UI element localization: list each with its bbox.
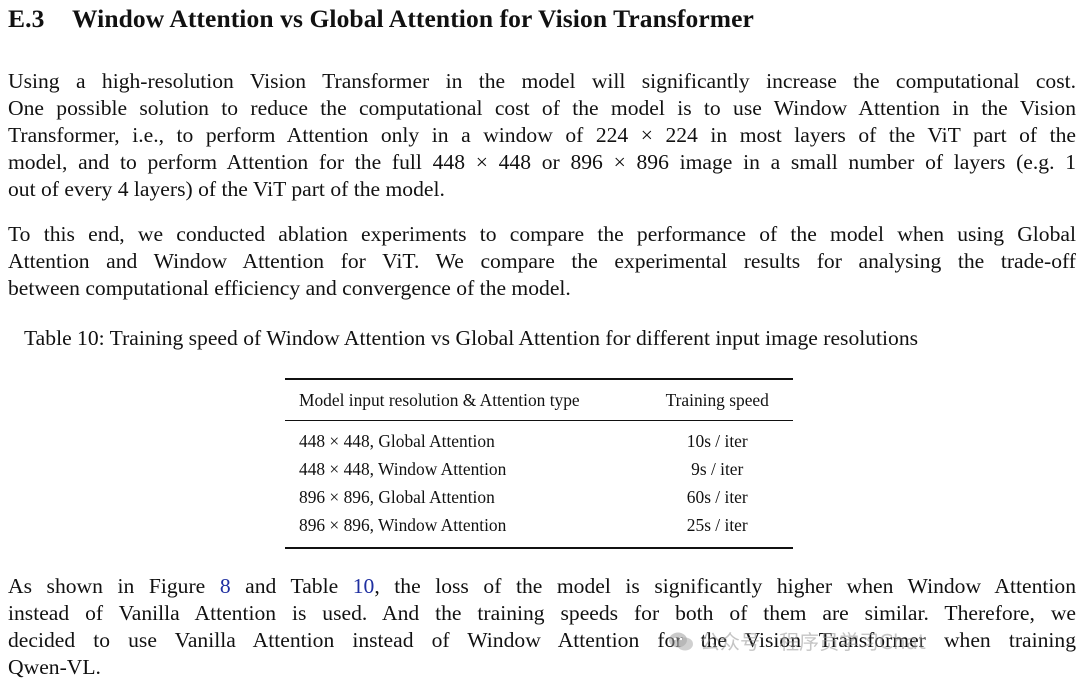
table-cell: 25s / iter (686, 514, 748, 535)
table-cell: 448 × 448, Window Attention (299, 458, 507, 479)
paragraph-line: Transformer, i.e., to perform Attention … (8, 123, 1076, 147)
table-header-speed: Training speed (665, 389, 769, 410)
text-run: , the loss of the model is significantly… (374, 574, 1076, 598)
table-row: 448 × 448, Global Attention 10s / iter (285, 420, 793, 456)
table-row: 896 × 896, Window Attention 25s / iter (285, 511, 793, 548)
section-number: E.3 (8, 4, 45, 33)
section-title: Window Attention vs Global Attention for… (72, 4, 754, 33)
paragraph-line: decided to use Vanilla Attention instead… (8, 628, 1076, 652)
results-table: Model input resolution & Attention type … (285, 378, 793, 549)
figure-ref-link[interactable]: 8 (219, 574, 231, 598)
table-ref-link[interactable]: 10 (352, 574, 375, 598)
paragraph-line: As shown in Figure 8 and Table 10, the l… (8, 573, 1076, 600)
table-cell: 60s / iter (686, 486, 748, 507)
paragraph-line: Using a high-resolution Vision Transform… (8, 69, 1076, 93)
table-cell: 896 × 896, Window Attention (299, 514, 507, 535)
table-row: 448 × 448, Window Attention 9s / iter (285, 455, 793, 483)
paragraph-line: One possible solution to reduce the comp… (8, 96, 1076, 120)
paragraph-line: between computational efficiency and con… (8, 276, 571, 300)
paragraph-line: model, and to perform Attention for the … (8, 150, 1076, 174)
table-row: 896 × 896, Global Attention 60s / iter (285, 483, 793, 511)
paragraph-line: Attention and Window Attention for ViT. … (8, 249, 1076, 273)
paragraph-ablation: To this end, we conducted ablation exper… (8, 221, 1076, 302)
paragraph-line: out of every 4 layers) of the ViT part o… (8, 177, 445, 201)
paragraph-line: To this end, we conducted ablation exper… (8, 222, 1076, 246)
table-cell: 10s / iter (686, 430, 748, 451)
table-caption: Table 10: Training speed of Window Atten… (24, 326, 919, 350)
paragraph-line: instead of Vanilla Attention is used. An… (8, 601, 1076, 625)
paragraph-conclusion: As shown in Figure 8 and Table 10, the l… (8, 573, 1076, 681)
table-cell: 448 × 448, Global Attention (299, 430, 495, 451)
paragraph-line: Qwen-VL. (8, 655, 101, 679)
table-cell: 9s / iter (691, 458, 744, 479)
paragraph-intro: Using a high-resolution Vision Transform… (8, 68, 1076, 203)
text-run: and Table (230, 574, 353, 598)
text-run: As shown in Figure (8, 574, 220, 598)
section-heading: E.3 Window Attention vs Global Attention … (8, 4, 754, 34)
table-header-resolution: Model input resolution & Attention type (299, 389, 580, 410)
table-cell: 896 × 896, Global Attention (299, 486, 495, 507)
